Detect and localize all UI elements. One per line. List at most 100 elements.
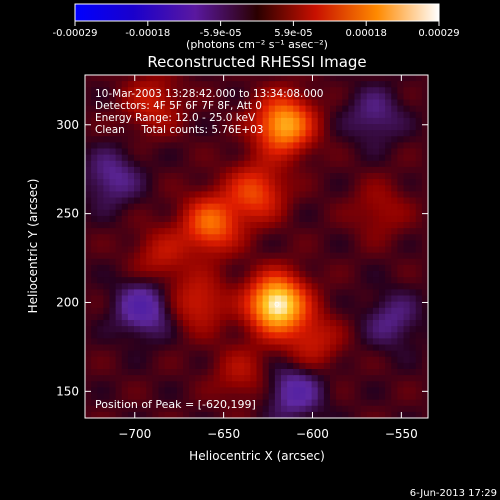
heatmap-cell — [293, 111, 300, 119]
heatmap-cell — [238, 240, 245, 248]
heatmap-cell — [287, 405, 294, 413]
heatmap-cell — [201, 344, 209, 352]
heatmap-cell — [170, 117, 178, 125]
heatmap-cell — [207, 362, 215, 370]
heatmap-cell — [250, 271, 258, 278]
heatmap-cell — [195, 105, 202, 113]
heatmap-cell — [415, 185, 423, 192]
heatmap-cell — [195, 179, 202, 186]
heatmap-cell — [391, 356, 398, 364]
heatmap-cell — [225, 130, 233, 137]
heatmap-cell — [103, 130, 111, 137]
heatmap-cell — [103, 197, 111, 205]
heatmap-cell — [287, 264, 294, 272]
heatmap-cell — [250, 228, 258, 235]
heatmap-cell — [293, 264, 300, 272]
heatmap-cell — [293, 160, 300, 168]
heatmap-cell — [366, 338, 374, 346]
heatmap-cell — [268, 375, 276, 382]
heatmap-cell — [158, 124, 166, 131]
heatmap-cell — [109, 215, 117, 223]
heatmap-cell — [232, 399, 239, 407]
heatmap-cell — [97, 399, 104, 407]
heatmap-cell — [256, 399, 264, 407]
heatmap-cell — [121, 295, 129, 303]
heatmap-cell — [115, 405, 123, 413]
heatmap-cell — [207, 326, 215, 333]
peak-markers — [274, 301, 280, 307]
heatmap-cell — [379, 277, 386, 284]
heatmap-cell — [91, 185, 98, 192]
heatmap-cell — [219, 393, 227, 401]
heatmap-cell — [103, 301, 111, 309]
heatmap-cell — [232, 87, 239, 94]
heatmap-cell — [305, 399, 313, 407]
heatmap-cell — [201, 148, 209, 156]
heatmap-cell — [342, 399, 349, 407]
heatmap-cell — [385, 81, 392, 88]
heatmap-cell — [201, 173, 209, 180]
heatmap-cell — [299, 356, 307, 364]
heatmap-cell — [311, 289, 319, 297]
heatmap-cell — [146, 411, 153, 419]
heatmap-cell — [336, 356, 343, 364]
heatmap-cell — [348, 117, 356, 125]
heatmap-cell — [189, 393, 196, 401]
heatmap-cell — [115, 271, 123, 278]
heatmap-cell — [97, 148, 104, 156]
heatmap-cell — [336, 326, 343, 333]
heatmap-cell — [256, 148, 264, 156]
heatmap-cell — [262, 240, 270, 248]
heatmap-cell — [140, 111, 147, 119]
heatmap-cell — [403, 117, 411, 125]
heatmap-cell — [256, 387, 264, 395]
heatmap-cell — [403, 252, 411, 260]
heatmap-cell — [189, 362, 196, 370]
heatmap-cell — [317, 387, 325, 395]
heatmap-cell — [274, 209, 282, 217]
heatmap-cell — [232, 93, 239, 101]
heatmap-cell — [170, 344, 178, 352]
heatmap-cell — [311, 191, 319, 199]
heatmap-cell — [238, 166, 245, 174]
heatmap-cell — [397, 154, 405, 162]
heatmap-cell — [421, 344, 429, 352]
heatmap-cell — [360, 344, 368, 352]
heatmap-cell — [195, 173, 202, 180]
heatmap-cell — [299, 283, 307, 290]
heatmap-cell — [274, 411, 282, 419]
heatmap-cell — [176, 307, 184, 315]
heatmap-cell — [421, 295, 429, 303]
heatmap-cell — [85, 148, 92, 156]
heatmap-cell — [213, 142, 221, 150]
heatmap-cell — [409, 93, 417, 101]
heatmap-cell — [244, 166, 251, 174]
heatmap-cell — [403, 277, 411, 284]
heatmap-cell — [250, 117, 258, 125]
heatmap-cell — [421, 136, 429, 143]
heatmap-cell — [262, 295, 270, 303]
heatmap-cell — [256, 313, 264, 321]
heatmap-cell — [403, 258, 411, 266]
x-tick-label: −550 — [385, 427, 418, 441]
heatmap-cell — [238, 264, 245, 272]
heatmap-cell — [250, 124, 258, 131]
heatmap-cell — [170, 399, 178, 407]
heatmap-cell — [176, 87, 184, 94]
heatmap-cell — [287, 173, 294, 180]
heatmap-cell — [293, 283, 300, 290]
heatmap-cell — [207, 356, 215, 364]
heatmap-cell — [366, 246, 374, 254]
heatmap-cell — [244, 338, 251, 346]
heatmap-cell — [85, 387, 92, 395]
heatmap-cell — [170, 160, 178, 168]
heatmap-cell — [225, 93, 233, 101]
heatmap-cell — [262, 87, 270, 94]
heatmap-cell — [409, 295, 417, 303]
heatmap-cell — [250, 356, 258, 364]
heatmap-cell — [385, 277, 392, 284]
heatmap-cell — [189, 264, 196, 272]
heatmap-cell — [403, 130, 411, 137]
heatmap-cell — [121, 320, 129, 327]
heatmap-cell — [305, 264, 313, 272]
